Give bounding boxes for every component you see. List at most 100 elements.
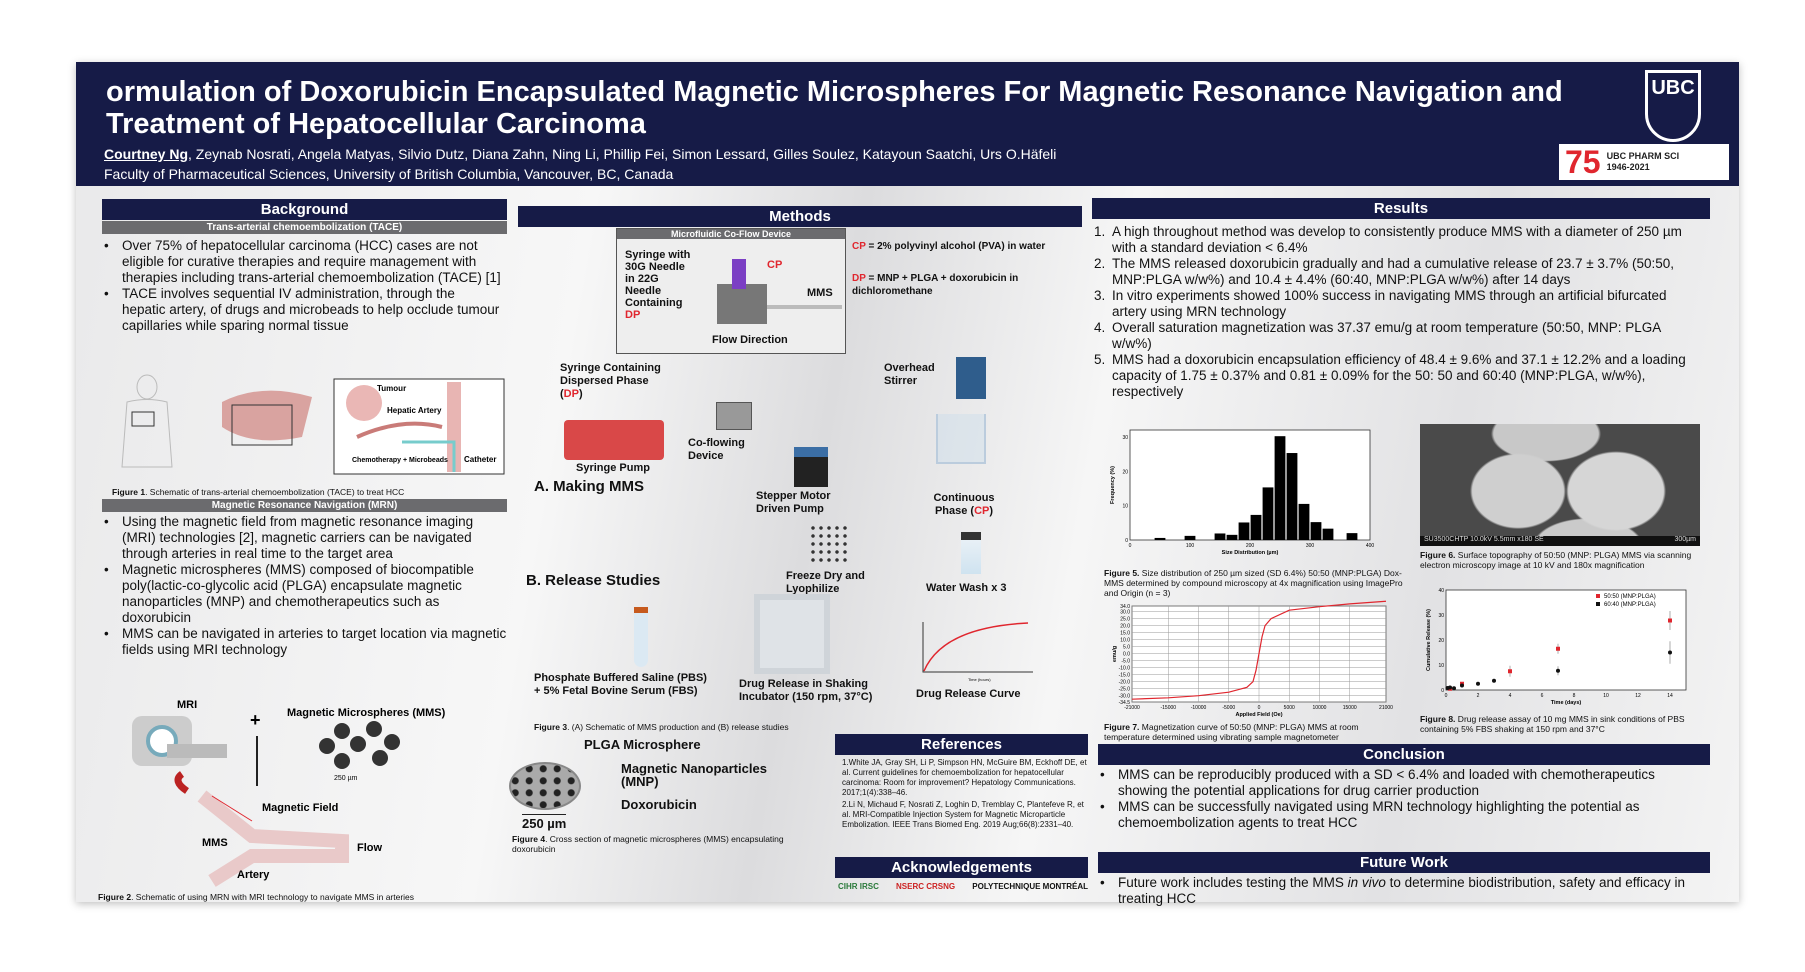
histogram-bar (1346, 533, 1358, 540)
histogram-bar (1298, 503, 1310, 540)
bullet: Future work includes testing the MMS in … (1098, 875, 1698, 907)
cp-definition: CP = 2% polyvinyl alcohol (PVA) in water (852, 241, 1046, 252)
bullet: Using the magnetic field from magnetic r… (102, 514, 507, 562)
caption-text: Surface topography of 50:50 (MNP: PLGA) … (1420, 550, 1692, 570)
freeze-dry-label: Freeze Dry and Lyophilize (786, 570, 865, 595)
caption-label: Figure 4 (512, 834, 546, 844)
authors: Courtney Ng, Zeynab Nosrati, Angela Maty… (104, 146, 1056, 162)
caption-label: Figure 3 (534, 722, 568, 732)
result-item: Overall saturation magnetization was 37.… (1092, 320, 1702, 352)
histogram-bar (1226, 534, 1238, 540)
y-tick-label: -20.0 (1119, 680, 1131, 686)
sem-info: SU3500CHTP 10.0kV 5.5mm x180 SE 300µm (1420, 536, 1700, 546)
bullet: TACE involves sequential IV administrati… (102, 286, 502, 334)
legend-swatch (1596, 594, 1600, 598)
figure-7-magnetization-curve: -21000 -15000 -10000 -5000 0 5000 10000 15000 21… (1112, 600, 1393, 718)
y-tick-label: -25.0 (1119, 687, 1131, 693)
cp-label: CP (767, 259, 783, 271)
caption-text: Size distribution of 250 µm sized (SD 6.… (1104, 568, 1403, 598)
mms-title-label: Magnetic Microspheres (MMS) (287, 707, 446, 719)
overhead-stirrer-image (956, 357, 986, 399)
mrn-subheading: Magnetic Resonance Navigation (MRN) (102, 499, 507, 512)
figure-3-caption: Figure 3. (A) Schematic of MMS productio… (534, 722, 824, 732)
sponsor-logos: CIHR IRSC NSERC CRSNG POLYTECHNIQUE MONT… (838, 882, 1088, 891)
legend-entry: 50:50 (MNP:PLGA) (1604, 594, 1656, 600)
mms-label: MMS (202, 837, 228, 849)
poster-header: ormulation of Doxorubicin Encapsulated M… (76, 62, 1739, 186)
y-tick-label: 20.0 (1120, 624, 1130, 630)
needle-hub (732, 259, 746, 289)
x-axis-label: Applied Field (Oe) (1235, 712, 1282, 718)
y-tick-label: -34.5 (1119, 700, 1131, 706)
making-mms-heading: A. Making MMS (534, 478, 645, 495)
x-tick-label: 400 (1366, 543, 1375, 549)
x-tick-label: 14 (1667, 693, 1673, 699)
artery-label: Hepatic Artery (387, 406, 442, 415)
y-tick-label: 10.0 (1120, 638, 1130, 644)
microsphere-cross-section (509, 762, 581, 810)
x-tick-label: 10 (1603, 693, 1609, 699)
data-point (1460, 683, 1464, 688)
data-point (1668, 650, 1672, 655)
mri-label: MRI (177, 699, 197, 711)
poster-title: ormulation of Doxorubicin Encapsulated M… (106, 76, 1563, 140)
result-item: MMS had a doxorubicin encapsulation effi… (1092, 352, 1702, 400)
catheter-label: Catheter (464, 455, 496, 464)
future-work-heading: Future Work (1098, 852, 1710, 873)
x-tick-label: 200 (1246, 543, 1255, 549)
references-heading: References (835, 734, 1088, 755)
y-tick-label: 0.0 (1123, 652, 1130, 658)
histogram-bar (1262, 487, 1274, 540)
plot-area (1129, 429, 1371, 541)
release-studies-heading: B. Release Studies (526, 572, 661, 589)
figure-2-caption: Figure 2. Schematic of using MRN with MR… (98, 892, 414, 902)
plus-sign: + (250, 710, 261, 730)
bullet: Magnetic microspheres (MMS) composed of … (102, 562, 507, 626)
y-tick-label: 5.0 (1123, 645, 1130, 651)
tace-text: Over 75% of hepatocellular carcinoma (HC… (102, 238, 502, 334)
figure-5-size-histogram: 0 100 200 300 400 0 10 20 30 Size Distribution (µ… (1110, 429, 1375, 556)
histogram-bar (1274, 436, 1286, 540)
data-point (1476, 681, 1480, 686)
coflow-chamber (717, 284, 767, 324)
incubator-label: Drug Release in Shaking Incubator (150 r… (739, 678, 873, 703)
result-item: A high throughout method was develop to … (1092, 224, 1702, 256)
microfluidic-device-inset: Microfluidic Co-Flow Device Syringe with… (616, 228, 846, 354)
data-point (1508, 669, 1512, 674)
x-axis-label: Size Distribution (µm) (1222, 550, 1279, 556)
release-curve-sketch: Time (hours) (922, 622, 1033, 682)
data-point (1492, 678, 1496, 683)
x-tick-label: 15000 (1343, 705, 1357, 711)
artery-label: Artery (237, 869, 270, 881)
pbs-label: Phosphate Buffered Saline (PBS) + 5% Fet… (534, 672, 707, 697)
magnetization-line (1131, 600, 1387, 700)
dox-label: Doxorubicin (621, 797, 697, 812)
data-point (1556, 646, 1560, 651)
stepper-label: Stepper Motor Driven Pump (756, 490, 831, 515)
results-list: A high throughout method was develop to … (1092, 224, 1702, 400)
tace-subheading: Trans-arterial chemoembolization (TACE) (102, 221, 507, 234)
x-tick-label: -5000 (1222, 705, 1235, 711)
x-tick-label: 10000 (1313, 705, 1327, 711)
affiliation: Faculty of Pharmaceutical Sciences, Univ… (104, 166, 674, 182)
mnp-label: Magnetic Nanoparticles (MNP) (621, 761, 767, 789)
x-tick-label: -10000 (1191, 705, 1207, 711)
y-tick-label: 10 (1438, 663, 1444, 669)
syringe-pump-label: Syringe Pump (576, 462, 650, 474)
figure-1-tace-schematic: Tumour Hepatic Artery Chemotherapy + Mic… (121, 374, 505, 475)
x-tick-label: 2 (1477, 693, 1480, 699)
bullet: Over 75% of hepatocellular carcinoma (HC… (102, 238, 502, 286)
x-axis-label: Time (days) (1551, 700, 1582, 706)
x-tick-label: 300 (1306, 543, 1315, 549)
figure-5-caption: Figure 5. Size distribution of 250 µm si… (1104, 568, 1404, 598)
result-item: In vitro experiments showed 100% success… (1092, 288, 1702, 320)
flow-label: Flow (357, 842, 382, 854)
curve-x-label: Time (hours) (968, 677, 991, 682)
histogram-bar (1286, 453, 1298, 540)
plot-area (1445, 589, 1687, 691)
legend-swatch (1596, 602, 1600, 606)
x-tick-label: 6 (1541, 693, 1544, 699)
caption-label: Figure 8. (1420, 714, 1456, 724)
x-tick-label: 8 (1573, 693, 1576, 699)
mrn-text: Using the magnetic field from magnetic r… (102, 514, 507, 658)
